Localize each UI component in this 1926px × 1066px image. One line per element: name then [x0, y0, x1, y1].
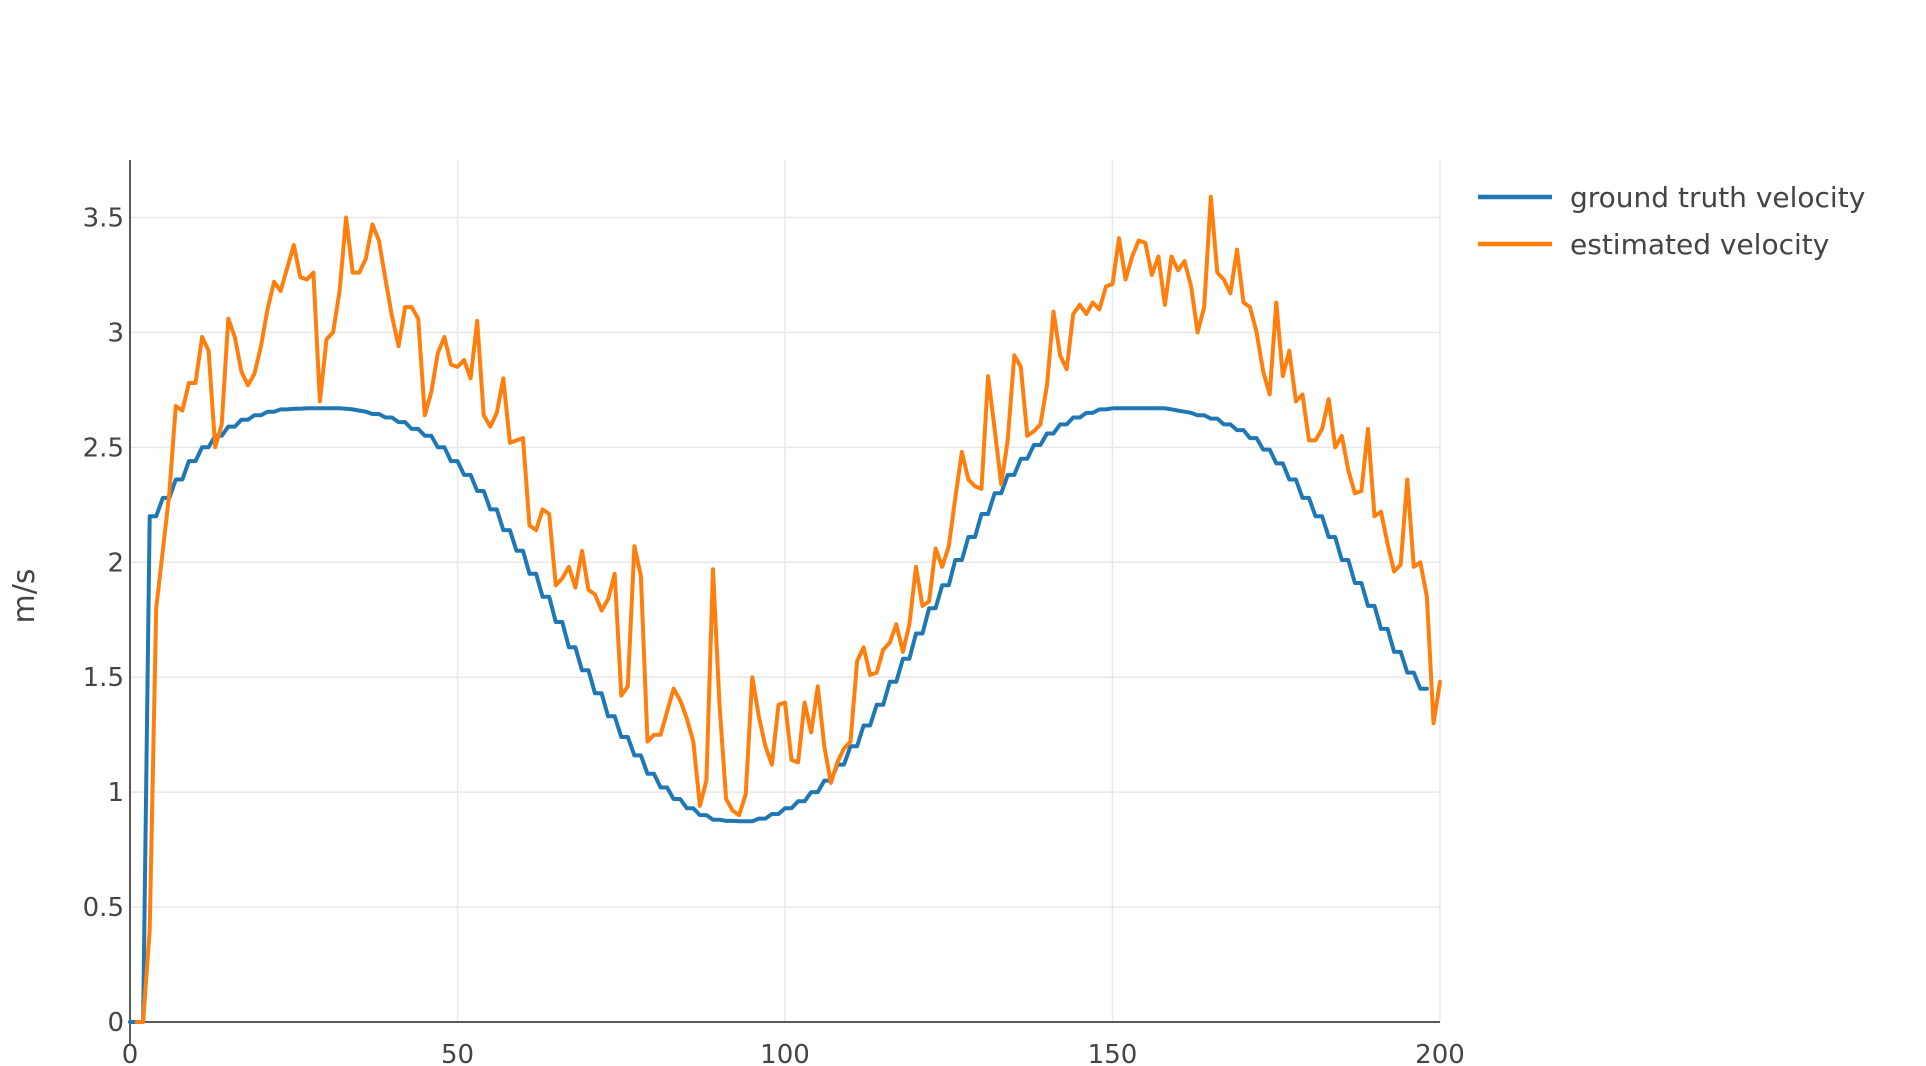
- y-axis-title: m/s: [7, 569, 42, 624]
- y-tick-label: 3.5: [83, 203, 124, 233]
- legend-label: estimated velocity: [1570, 228, 1829, 261]
- legend-label: ground truth velocity: [1570, 181, 1865, 214]
- y-tick-label: 2: [107, 548, 124, 578]
- y-tick-label: 1: [107, 778, 124, 808]
- grid-lines: [130, 160, 1441, 1023]
- legend-item[interactable]: estimated velocity: [1478, 228, 1829, 261]
- x-tick-label: 150: [1088, 1040, 1138, 1066]
- y-tick-label: 0.5: [83, 893, 124, 923]
- series-line-estimated-velocity: [134, 194, 1442, 1024]
- tick-labels: 0 0.5 1 1.5 2 2.5 3 3.5 0 50 100 150 200: [83, 203, 1465, 1066]
- x-tick-label: 100: [760, 1040, 810, 1066]
- x-tick-label: 50: [441, 1040, 474, 1066]
- y-tick-label: 3: [107, 318, 124, 348]
- y-tick-label: 2.5: [83, 433, 124, 463]
- y-tick-label: 1.5: [83, 663, 124, 693]
- series-lines: [128, 194, 1442, 1024]
- axes: [129, 160, 1440, 1045]
- legend-item[interactable]: ground truth velocity: [1478, 181, 1865, 214]
- x-tick-label: 0: [122, 1040, 139, 1066]
- y-tick-label: 0: [107, 1008, 124, 1038]
- x-tick-label: 200: [1415, 1040, 1465, 1066]
- series-line-ground-truth-velocity: [128, 406, 1429, 1024]
- legend[interactable]: ground truth velocity estimated velocity: [1478, 181, 1865, 261]
